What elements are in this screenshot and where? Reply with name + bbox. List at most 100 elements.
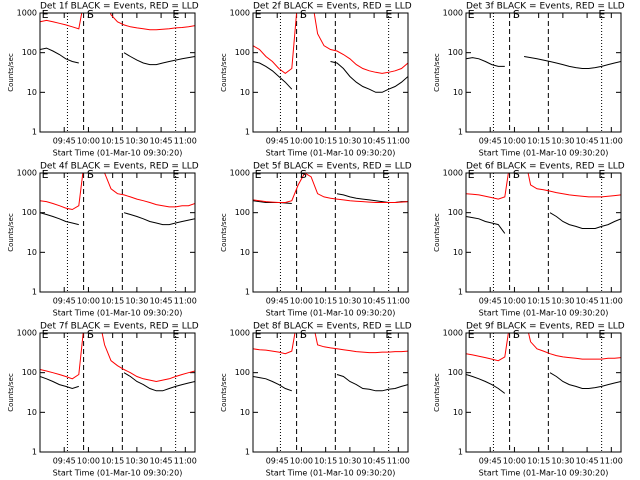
event-marker: E [255,168,262,181]
event-marker: E [172,328,179,341]
y-axis-label: Counts/sec [220,213,228,252]
series-line [466,173,621,200]
plot-frame [252,172,409,293]
y-tick-label: 1000 [230,329,250,338]
y-axis-label: Counts/sec [7,53,15,92]
plot-frame [39,12,196,133]
series-line [466,56,621,69]
y-tick-label: 10 [27,248,37,257]
plot-lines [40,333,195,392]
event-marker: S [513,8,520,21]
plot-lines [466,333,621,394]
event-marker: E [255,328,262,341]
x-tick-label: 10:00 [77,457,100,466]
chart-title: Det 9f BLACK = Events, RED = LLD [466,322,625,332]
y-tick-label: 100 [448,208,463,217]
plot-frame [39,332,196,453]
x-tick-label: 09:45 [479,457,502,466]
y-tick-label: 1 [245,288,250,297]
event-marker: E [255,8,262,21]
y-tick-label: 1 [32,448,37,457]
x-axis-label: Start Time (01-Mar-10 09:30:20) [479,309,609,318]
x-tick-label: 10:15 [527,297,550,306]
y-axis-label: Counts/sec [7,213,15,252]
x-tick-label: 10:30 [125,137,148,146]
x-tick-label: 11:00 [387,297,410,306]
y-tick-label: 100 [22,368,37,377]
plot-frame [252,332,409,453]
x-tick-label: 10:45 [576,457,599,466]
event-marker: S [300,168,307,181]
y-tick-label: 10 [240,408,250,417]
x-tick-label: 11:00 [387,457,410,466]
y-tick-label: 10 [240,248,250,257]
event-marker: E [598,168,605,181]
x-tick-label: 10:45 [363,297,386,306]
x-tick-label: 10:30 [125,457,148,466]
chart-title: Det 5f BLACK = Events, RED = LLD [253,162,412,172]
x-tick-label: 11:00 [174,457,197,466]
series-line [40,173,195,211]
x-tick-label: 10:30 [551,137,574,146]
event-marker: E [42,168,49,181]
y-tick-label: 1000 [443,329,463,338]
chart-title: Det 6f BLACK = Events, RED = LLD [466,162,625,172]
event-marker: S [87,8,94,21]
plot-frame [465,12,622,133]
y-tick-label: 1000 [443,9,463,18]
plot-lines [466,173,621,234]
x-tick-label: 11:00 [600,137,623,146]
x-tick-label: 09:45 [53,137,76,146]
plot-lines [253,13,408,93]
y-tick-label: 100 [235,48,250,57]
x-tick-label: 10:30 [551,297,574,306]
chart-title: Det 3f BLACK = Events, RED = LLD [466,2,625,12]
event-marker: E [468,8,475,21]
event-marker: S [87,328,94,341]
y-tick-label: 100 [235,368,250,377]
y-tick-label: 100 [448,48,463,57]
event-marker: E [468,168,475,181]
y-tick-label: 10 [27,408,37,417]
series-line [466,372,621,394]
series-line [253,13,408,75]
x-tick-label: 10:15 [101,297,124,306]
y-axis-label: Counts/sec [433,53,441,92]
x-tick-label: 09:45 [479,137,502,146]
x-tick-label: 10:00 [503,457,526,466]
series-line [253,173,408,203]
x-tick-label: 10:30 [338,137,361,146]
event-marker: E [468,328,475,341]
x-tick-label: 10:15 [314,457,337,466]
plot-frame [465,332,622,453]
x-axis-label: Start Time (01-Mar-10 09:30:20) [266,309,396,318]
x-tick-label: 09:45 [266,457,289,466]
x-tick-label: 10:45 [363,457,386,466]
x-tick-label: 09:45 [53,297,76,306]
x-tick-label: 10:15 [527,137,550,146]
y-tick-label: 1 [458,128,463,137]
y-tick-label: 1 [458,288,463,297]
y-tick-label: 100 [22,48,37,57]
x-tick-label: 09:45 [53,457,76,466]
x-axis-label: Start Time (01-Mar-10 09:30:20) [266,149,396,158]
event-marker: S [300,328,307,341]
chart-title: Det 2f BLACK = Events, RED = LLD [253,2,412,12]
x-tick-label: 10:00 [77,297,100,306]
chart-title: Det 4f BLACK = Events, RED = LLD [40,162,199,172]
x-tick-label: 10:45 [150,457,173,466]
series-line [40,47,195,66]
y-tick-label: 100 [235,208,250,217]
y-tick-label: 10 [27,88,37,97]
series-line [40,13,195,31]
x-tick-label: 10:45 [576,297,599,306]
x-tick-label: 11:00 [174,137,197,146]
event-marker: E [385,8,392,21]
y-tick-label: 10 [240,88,250,97]
x-axis-label: Start Time (01-Mar-10 09:30:20) [53,149,183,158]
x-tick-label: 10:00 [290,297,313,306]
x-tick-label: 11:00 [600,297,623,306]
x-tick-label: 10:15 [101,457,124,466]
event-marker: E [598,8,605,21]
